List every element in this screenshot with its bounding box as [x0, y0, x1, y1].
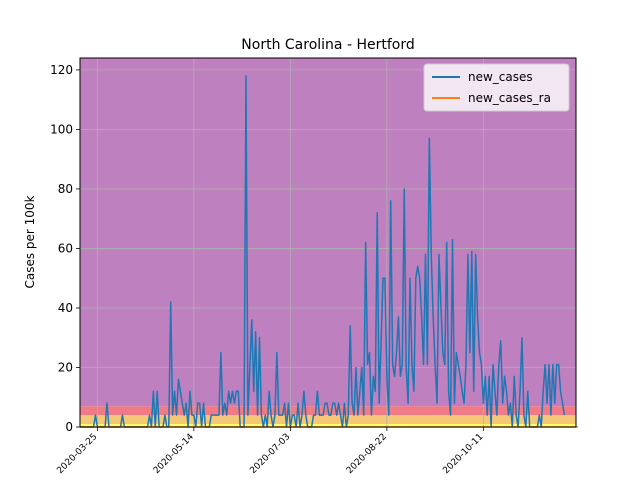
y-tick-label-0: 0 [65, 420, 73, 434]
y-tick-label-5: 100 [50, 122, 73, 136]
band-0 [80, 424, 576, 427]
x-tick-label-4: 2020-10-11 [441, 432, 485, 476]
y-tick-label-6: 120 [50, 63, 73, 77]
plot-frame [79, 57, 577, 428]
y-tick-label-4: 80 [58, 182, 73, 196]
y-tick-label-2: 40 [58, 301, 73, 315]
legend-label-new_cases_ra: new_cases_ra [468, 91, 551, 105]
x-tick-label-2: 2020-07-03 [248, 432, 292, 476]
x-tick-label-1: 2020-05-14 [152, 432, 196, 476]
y-tick-label-1: 20 [58, 360, 73, 374]
y-tick-label-3: 60 [58, 241, 73, 255]
x-tick-label-3: 2020-08-22 [345, 432, 389, 476]
x-tick-label-0: 2020-03-25 [55, 432, 99, 476]
legend-label-new_cases: new_cases [468, 70, 533, 84]
legend: new_cases new_cases_ra [423, 63, 570, 112]
grid-lines [80, 58, 576, 428]
y-axis: 0 20 40 60 80 100 120 [50, 63, 80, 434]
x-axis: 2020-03-25 2020-05-14 2020-07-03 2020-08-22… [55, 427, 485, 476]
band-1 [80, 415, 576, 425]
legend-box [423, 63, 570, 112]
y-axis-label: Cases per 100k [23, 195, 37, 288]
band-3 [80, 58, 576, 407]
chart-title: North Carolina - Hertford [241, 37, 414, 53]
